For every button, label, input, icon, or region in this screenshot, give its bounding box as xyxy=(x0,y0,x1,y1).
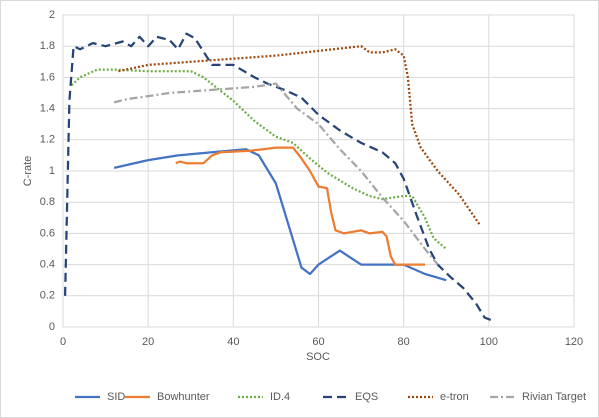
y-tick-label: 0 xyxy=(49,321,55,333)
x-tick-label: 40 xyxy=(227,336,239,348)
legend-label: e-tron xyxy=(440,391,469,403)
y-tick-label: 1.8 xyxy=(40,40,55,52)
x-tick-label: 80 xyxy=(398,336,410,348)
y-tick-label: 0.6 xyxy=(40,227,55,239)
x-tick-label: 100 xyxy=(480,336,498,348)
x-tick-label: 20 xyxy=(142,336,154,348)
y-tick-label: 0.2 xyxy=(40,290,55,302)
legend-label: ID.4 xyxy=(270,391,290,403)
y-tick-label: 0.4 xyxy=(40,259,55,271)
y-tick-label: 0.8 xyxy=(40,196,55,208)
y-tick-label: 1 xyxy=(49,165,55,177)
y-axis-title: C-rate xyxy=(22,156,34,187)
series-line xyxy=(175,146,425,266)
y-tick-label: 1.6 xyxy=(40,71,55,83)
series-line xyxy=(70,68,448,250)
legend-label: Bowhunter xyxy=(157,391,210,403)
y-tick-label: 1.2 xyxy=(40,134,55,146)
series-line xyxy=(63,32,494,322)
y-tick-label: 2 xyxy=(49,9,55,21)
series-line xyxy=(113,148,447,282)
x-tick-label: 0 xyxy=(60,336,66,348)
y-tick-label: 1.4 xyxy=(40,103,55,115)
legend-label: SID xyxy=(107,391,125,403)
x-tick-label: 60 xyxy=(312,336,324,348)
x-axis-title: SOC xyxy=(306,351,330,363)
series-line xyxy=(113,82,439,266)
x-tick-label: 120 xyxy=(565,336,583,348)
series-line xyxy=(118,45,482,227)
legend-label: Rivian Target xyxy=(522,391,586,403)
legend-label: EQS xyxy=(355,391,378,403)
